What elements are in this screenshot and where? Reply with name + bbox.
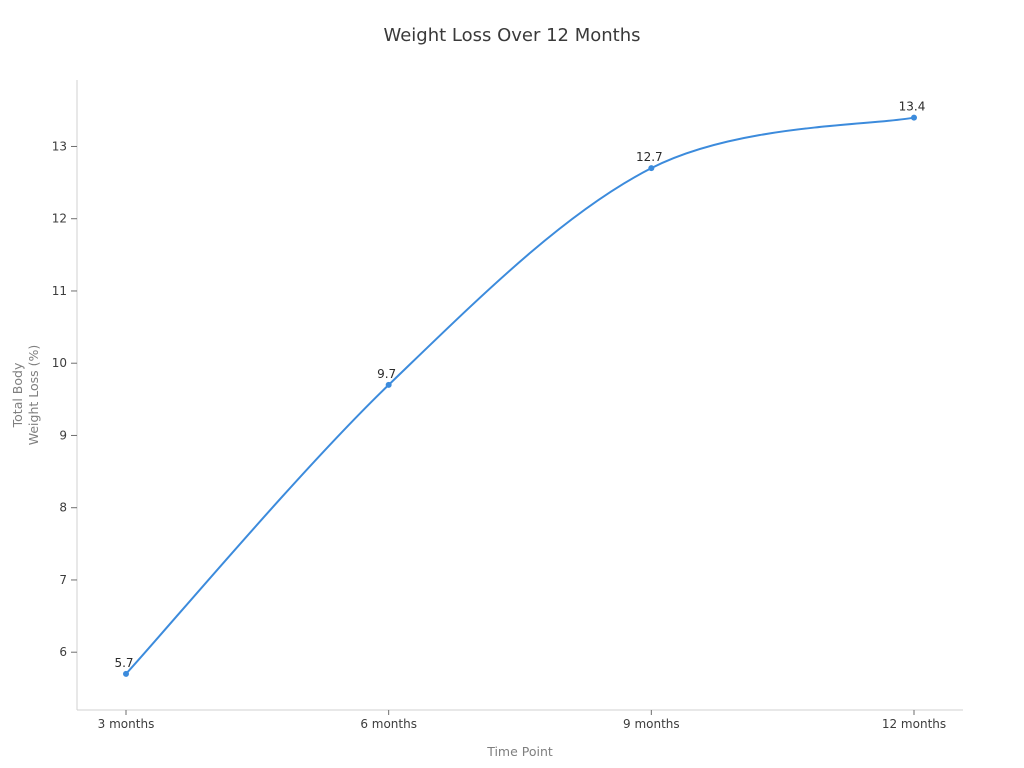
y-tick-label: 10 xyxy=(52,356,67,370)
x-tick-label: 6 months xyxy=(360,717,417,731)
y-tick-label: 11 xyxy=(52,284,67,298)
data-point-label: 9.7 xyxy=(377,367,396,381)
y-tick-label: 7 xyxy=(59,573,67,587)
x-tick-label: 12 months xyxy=(882,717,946,731)
x-tick-label: 3 months xyxy=(98,717,155,731)
data-point-label: 12.7 xyxy=(636,150,663,164)
x-axis-title: Time Point xyxy=(486,744,553,759)
series-line xyxy=(125,116,915,675)
data-point-marker xyxy=(648,165,655,172)
plot-area: 6 7 8 9 10 11 12 13 3 months 6 months 9 months 12 m… xyxy=(52,80,963,731)
data-point-marker xyxy=(123,670,129,677)
y-axis-title-line-1: Total Body xyxy=(10,362,25,428)
y-axis-title-line-2: Weight Loss (%) xyxy=(26,345,41,446)
chart-title: Weight Loss Over 12 Months xyxy=(383,25,640,46)
y-tick-label: 12 xyxy=(52,212,67,226)
y-tick-label: 6 xyxy=(59,645,67,659)
y-tick-label: 13 xyxy=(52,139,67,153)
line-series xyxy=(123,114,917,677)
data-point-label: 5.7 xyxy=(114,656,133,670)
x-axis: 3 months 6 months 9 months 12 months xyxy=(98,710,946,731)
y-axis: 6 7 8 9 10 11 12 13 xyxy=(52,139,77,659)
y-tick-label: 8 xyxy=(59,501,67,515)
data-labels: 5.7 9.7 12.7 13.4 xyxy=(114,100,925,670)
data-point-marker xyxy=(385,381,392,388)
data-point-label: 13.4 xyxy=(899,100,926,114)
x-tick-label: 9 months xyxy=(623,717,680,731)
y-tick-label: 9 xyxy=(59,428,67,442)
data-point-marker xyxy=(911,114,917,121)
y-axis-title: Total Body Weight Loss (%) xyxy=(10,345,41,446)
